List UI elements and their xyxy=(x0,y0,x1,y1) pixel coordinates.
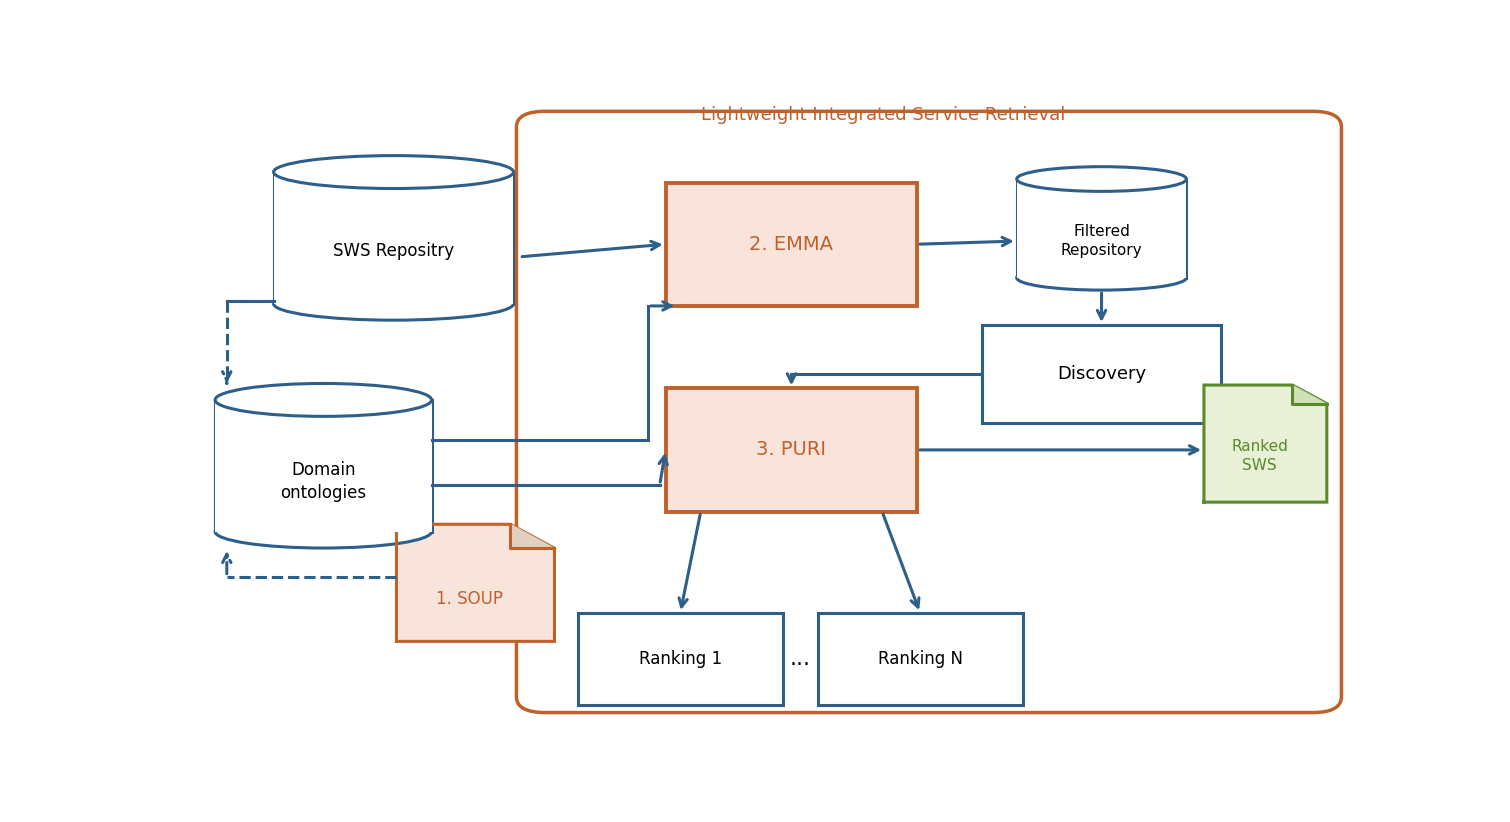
FancyBboxPatch shape xyxy=(273,172,513,303)
Text: Ranked
SWS: Ranked SWS xyxy=(1231,440,1288,473)
Ellipse shape xyxy=(273,287,513,320)
Ellipse shape xyxy=(1016,266,1187,290)
FancyBboxPatch shape xyxy=(273,172,513,303)
Polygon shape xyxy=(1293,385,1327,404)
Ellipse shape xyxy=(214,383,432,417)
Text: Domain
ontologies: Domain ontologies xyxy=(281,461,367,501)
FancyBboxPatch shape xyxy=(1016,179,1187,278)
Polygon shape xyxy=(397,524,554,641)
Text: SWS Repositry: SWS Repositry xyxy=(334,242,455,260)
Bar xyxy=(818,613,1022,704)
FancyBboxPatch shape xyxy=(214,400,432,532)
Ellipse shape xyxy=(1016,167,1187,192)
Text: Ranking 1: Ranking 1 xyxy=(639,650,722,667)
Text: Lightweight Integrated Service Retrieval: Lightweight Integrated Service Retrieval xyxy=(701,106,1065,124)
Bar xyxy=(666,388,917,511)
Bar xyxy=(578,613,782,704)
Polygon shape xyxy=(510,524,554,548)
FancyBboxPatch shape xyxy=(516,111,1341,713)
Text: 2. EMMA: 2. EMMA xyxy=(749,235,834,254)
Text: 3. PURI: 3. PURI xyxy=(757,441,826,459)
Ellipse shape xyxy=(214,515,432,548)
Polygon shape xyxy=(1203,385,1327,502)
Text: Filtered
Repository: Filtered Repository xyxy=(1060,224,1143,258)
Ellipse shape xyxy=(273,155,513,188)
Text: 1. SOUP: 1. SOUP xyxy=(436,589,503,607)
Text: Ranking N: Ranking N xyxy=(877,650,963,667)
Bar xyxy=(666,182,917,306)
Bar xyxy=(982,325,1222,423)
Text: ...: ... xyxy=(790,649,811,669)
FancyBboxPatch shape xyxy=(1016,179,1187,278)
FancyBboxPatch shape xyxy=(214,400,432,532)
Text: Discovery: Discovery xyxy=(1057,365,1146,383)
